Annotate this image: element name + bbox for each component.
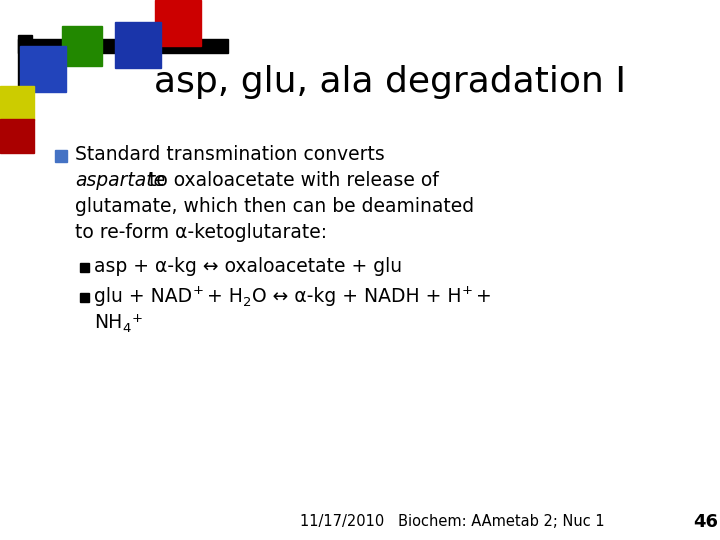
Bar xyxy=(55,150,67,162)
Text: to re-form α-ketoglutarate:: to re-form α-ketoglutarate: xyxy=(75,222,327,241)
Bar xyxy=(115,22,161,68)
Text: +: + xyxy=(462,285,472,298)
Text: 4: 4 xyxy=(122,322,130,335)
Bar xyxy=(0,119,34,153)
Bar xyxy=(18,35,32,90)
Text: +: + xyxy=(470,287,492,307)
Text: +: + xyxy=(192,285,203,298)
Text: +: + xyxy=(131,312,143,325)
Text: to oxaloacetate with release of: to oxaloacetate with release of xyxy=(143,171,438,190)
Text: asp + α-kg ↔ oxaloacetate + glu: asp + α-kg ↔ oxaloacetate + glu xyxy=(94,258,402,276)
Text: aspartate: aspartate xyxy=(75,171,165,190)
Bar xyxy=(18,39,228,53)
Bar xyxy=(62,26,102,66)
Text: asp, glu, ala degradation I: asp, glu, ala degradation I xyxy=(154,65,626,99)
Text: glutamate, which then can be deaminated: glutamate, which then can be deaminated xyxy=(75,197,474,215)
Text: 11/17/2010   Biochem: AAmetab 2; Nuc 1: 11/17/2010 Biochem: AAmetab 2; Nuc 1 xyxy=(300,515,605,530)
Text: Standard transmination converts: Standard transmination converts xyxy=(75,145,384,164)
Bar xyxy=(155,0,201,46)
Text: glu + NAD: glu + NAD xyxy=(94,287,192,307)
Bar xyxy=(80,263,89,272)
Bar xyxy=(20,46,66,92)
Text: 46: 46 xyxy=(693,513,718,531)
Text: + H: + H xyxy=(201,287,243,307)
Bar xyxy=(0,86,34,120)
Text: NH: NH xyxy=(94,314,122,333)
Bar xyxy=(80,293,89,302)
Text: 2: 2 xyxy=(243,295,251,308)
Text: O ↔ α-kg + NADH + H: O ↔ α-kg + NADH + H xyxy=(252,287,462,307)
